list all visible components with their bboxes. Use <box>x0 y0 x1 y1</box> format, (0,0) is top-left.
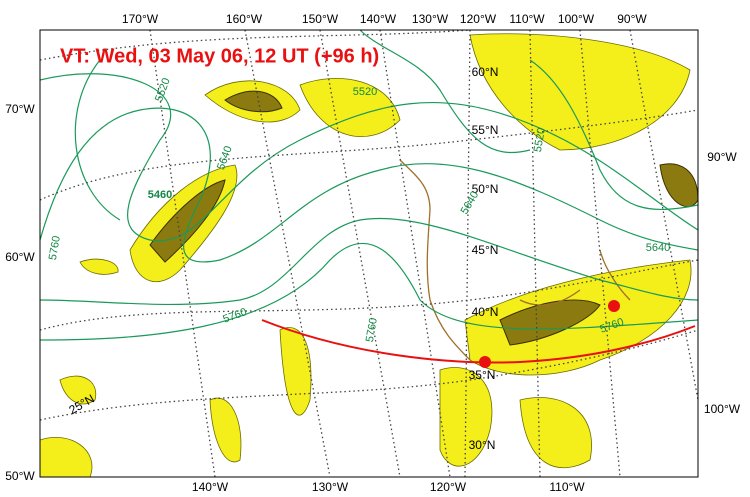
map-body <box>40 30 698 477</box>
latitude-label: 60°N <box>472 65 499 79</box>
coastline <box>399 159 631 361</box>
frame-label: 160°W <box>226 12 263 26</box>
frame-label: 130°W <box>412 12 449 26</box>
point-marker <box>479 356 491 368</box>
frame-label: 100°W <box>704 402 741 416</box>
graticule <box>40 30 698 477</box>
frame-label: 150°W <box>302 12 339 26</box>
frame-label: 70°W <box>5 102 35 116</box>
frame-label: 100°W <box>558 12 595 26</box>
map-title: VT: Wed, 03 May 06, 12 UT (+96 h) <box>60 45 379 67</box>
frame-label: 60°W <box>5 250 35 264</box>
frame-label: 90°W <box>617 12 647 26</box>
contours <box>40 30 698 341</box>
frame-label: 170°W <box>122 12 159 26</box>
latitude-label: 40°N <box>472 305 499 319</box>
frame-label: 120°W <box>430 480 467 494</box>
contour-label: 5760 <box>364 317 380 343</box>
contour-label: 5520 <box>353 86 377 98</box>
frame-label: 120°W <box>460 12 497 26</box>
contour-label: 5460 <box>148 189 172 201</box>
latitude-label: 35°N <box>469 368 496 382</box>
frame-label: 90°W <box>707 150 737 164</box>
contour-label: 5640 <box>646 242 670 254</box>
frame-label: 140°W <box>360 12 397 26</box>
contour-label: 5760 <box>47 235 63 261</box>
latitude-label: 55°N <box>472 123 499 137</box>
frame-label: 110°W <box>549 480 585 494</box>
latitude-label: 45°N <box>472 243 499 257</box>
latitude-label: 30°N <box>469 438 496 452</box>
frame-label: 50°W <box>5 469 35 483</box>
point-marker <box>608 300 620 312</box>
frame-label: 140°W <box>192 480 229 494</box>
latitude-label: 50°N <box>472 182 499 196</box>
trajectory <box>261 300 696 368</box>
contour-label: 5520 <box>532 127 548 153</box>
frame-label: 110°W <box>509 12 545 26</box>
frame-label: 130°W <box>312 480 349 494</box>
map-frame <box>39 29 699 478</box>
